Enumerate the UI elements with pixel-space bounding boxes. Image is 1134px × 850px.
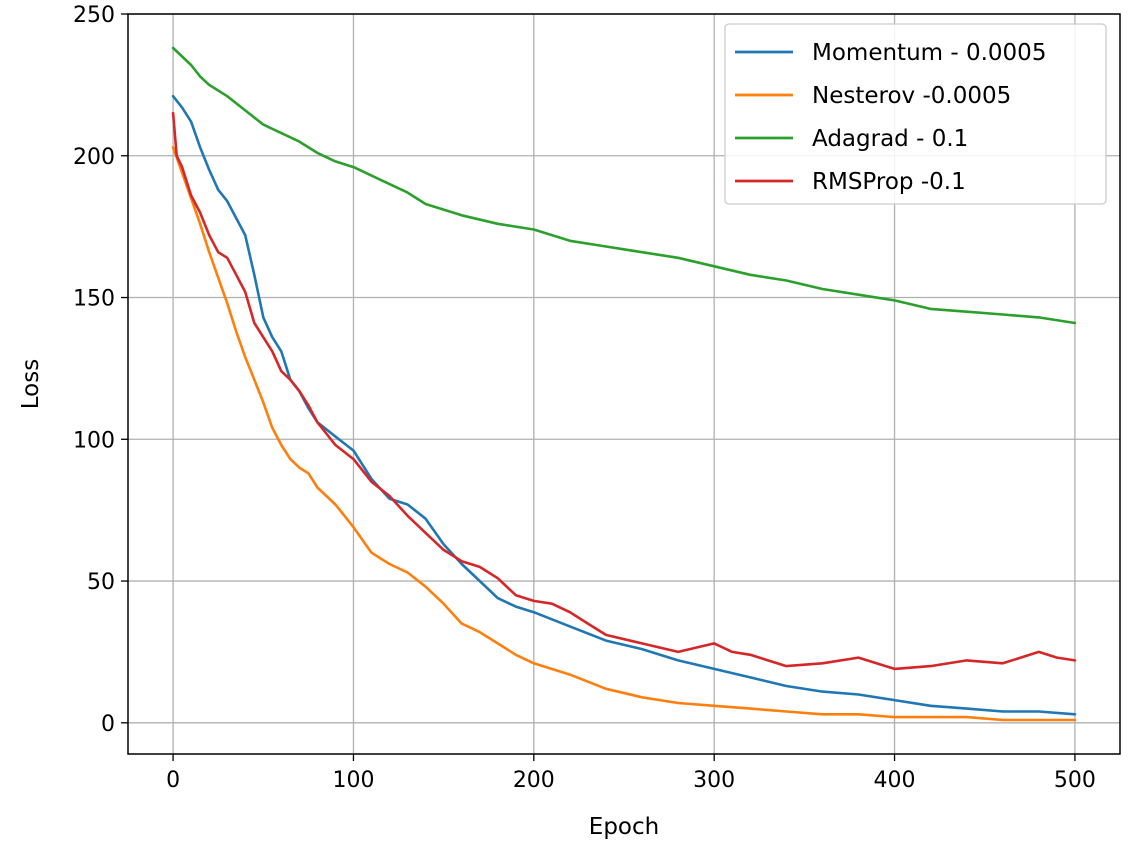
legend-box [724,23,1107,205]
x-axis-label: Epoch [589,814,659,840]
x-tick-label: 400 [874,768,916,793]
series-line-3 [171,111,1077,671]
x-tick-label: 200 [513,768,555,793]
legend-label-3: RMSProp -0.1 [812,169,966,195]
series-lines [171,46,1077,722]
y-tick-label: 100 [73,428,115,453]
series-line-0 [171,94,1077,716]
x-axis-ticks: 0 100 200 300 400 500 [166,754,1096,793]
series-line-1 [171,146,1077,722]
series-line-2 [171,46,1077,325]
legend: Momentum - 0.0005 Nesterov -0.0005 Adagrad… [724,23,1107,205]
legend-label-0: Momentum - 0.0005 [812,40,1046,66]
y-tick-label: 200 [73,145,115,170]
x-tick-label: 500 [1054,768,1096,793]
legend-label-1: Nesterov -0.0005 [812,83,1011,109]
legend-label-2: Adagrad - 0.1 [812,126,968,152]
x-tick-label: 0 [166,768,180,793]
x-tick-label: 300 [693,768,735,793]
y-tick-label: 0 [101,712,115,737]
plot-frame [127,13,1121,755]
x-tick-label: 100 [332,768,374,793]
y-axis-ticks: 0 50 100 150 200 250 [73,3,128,737]
y-tick-label: 50 [87,570,115,595]
y-axis-label: Loss [18,359,44,409]
y-tick-label: 150 [73,287,115,312]
y-tick-label: 250 [73,3,115,28]
